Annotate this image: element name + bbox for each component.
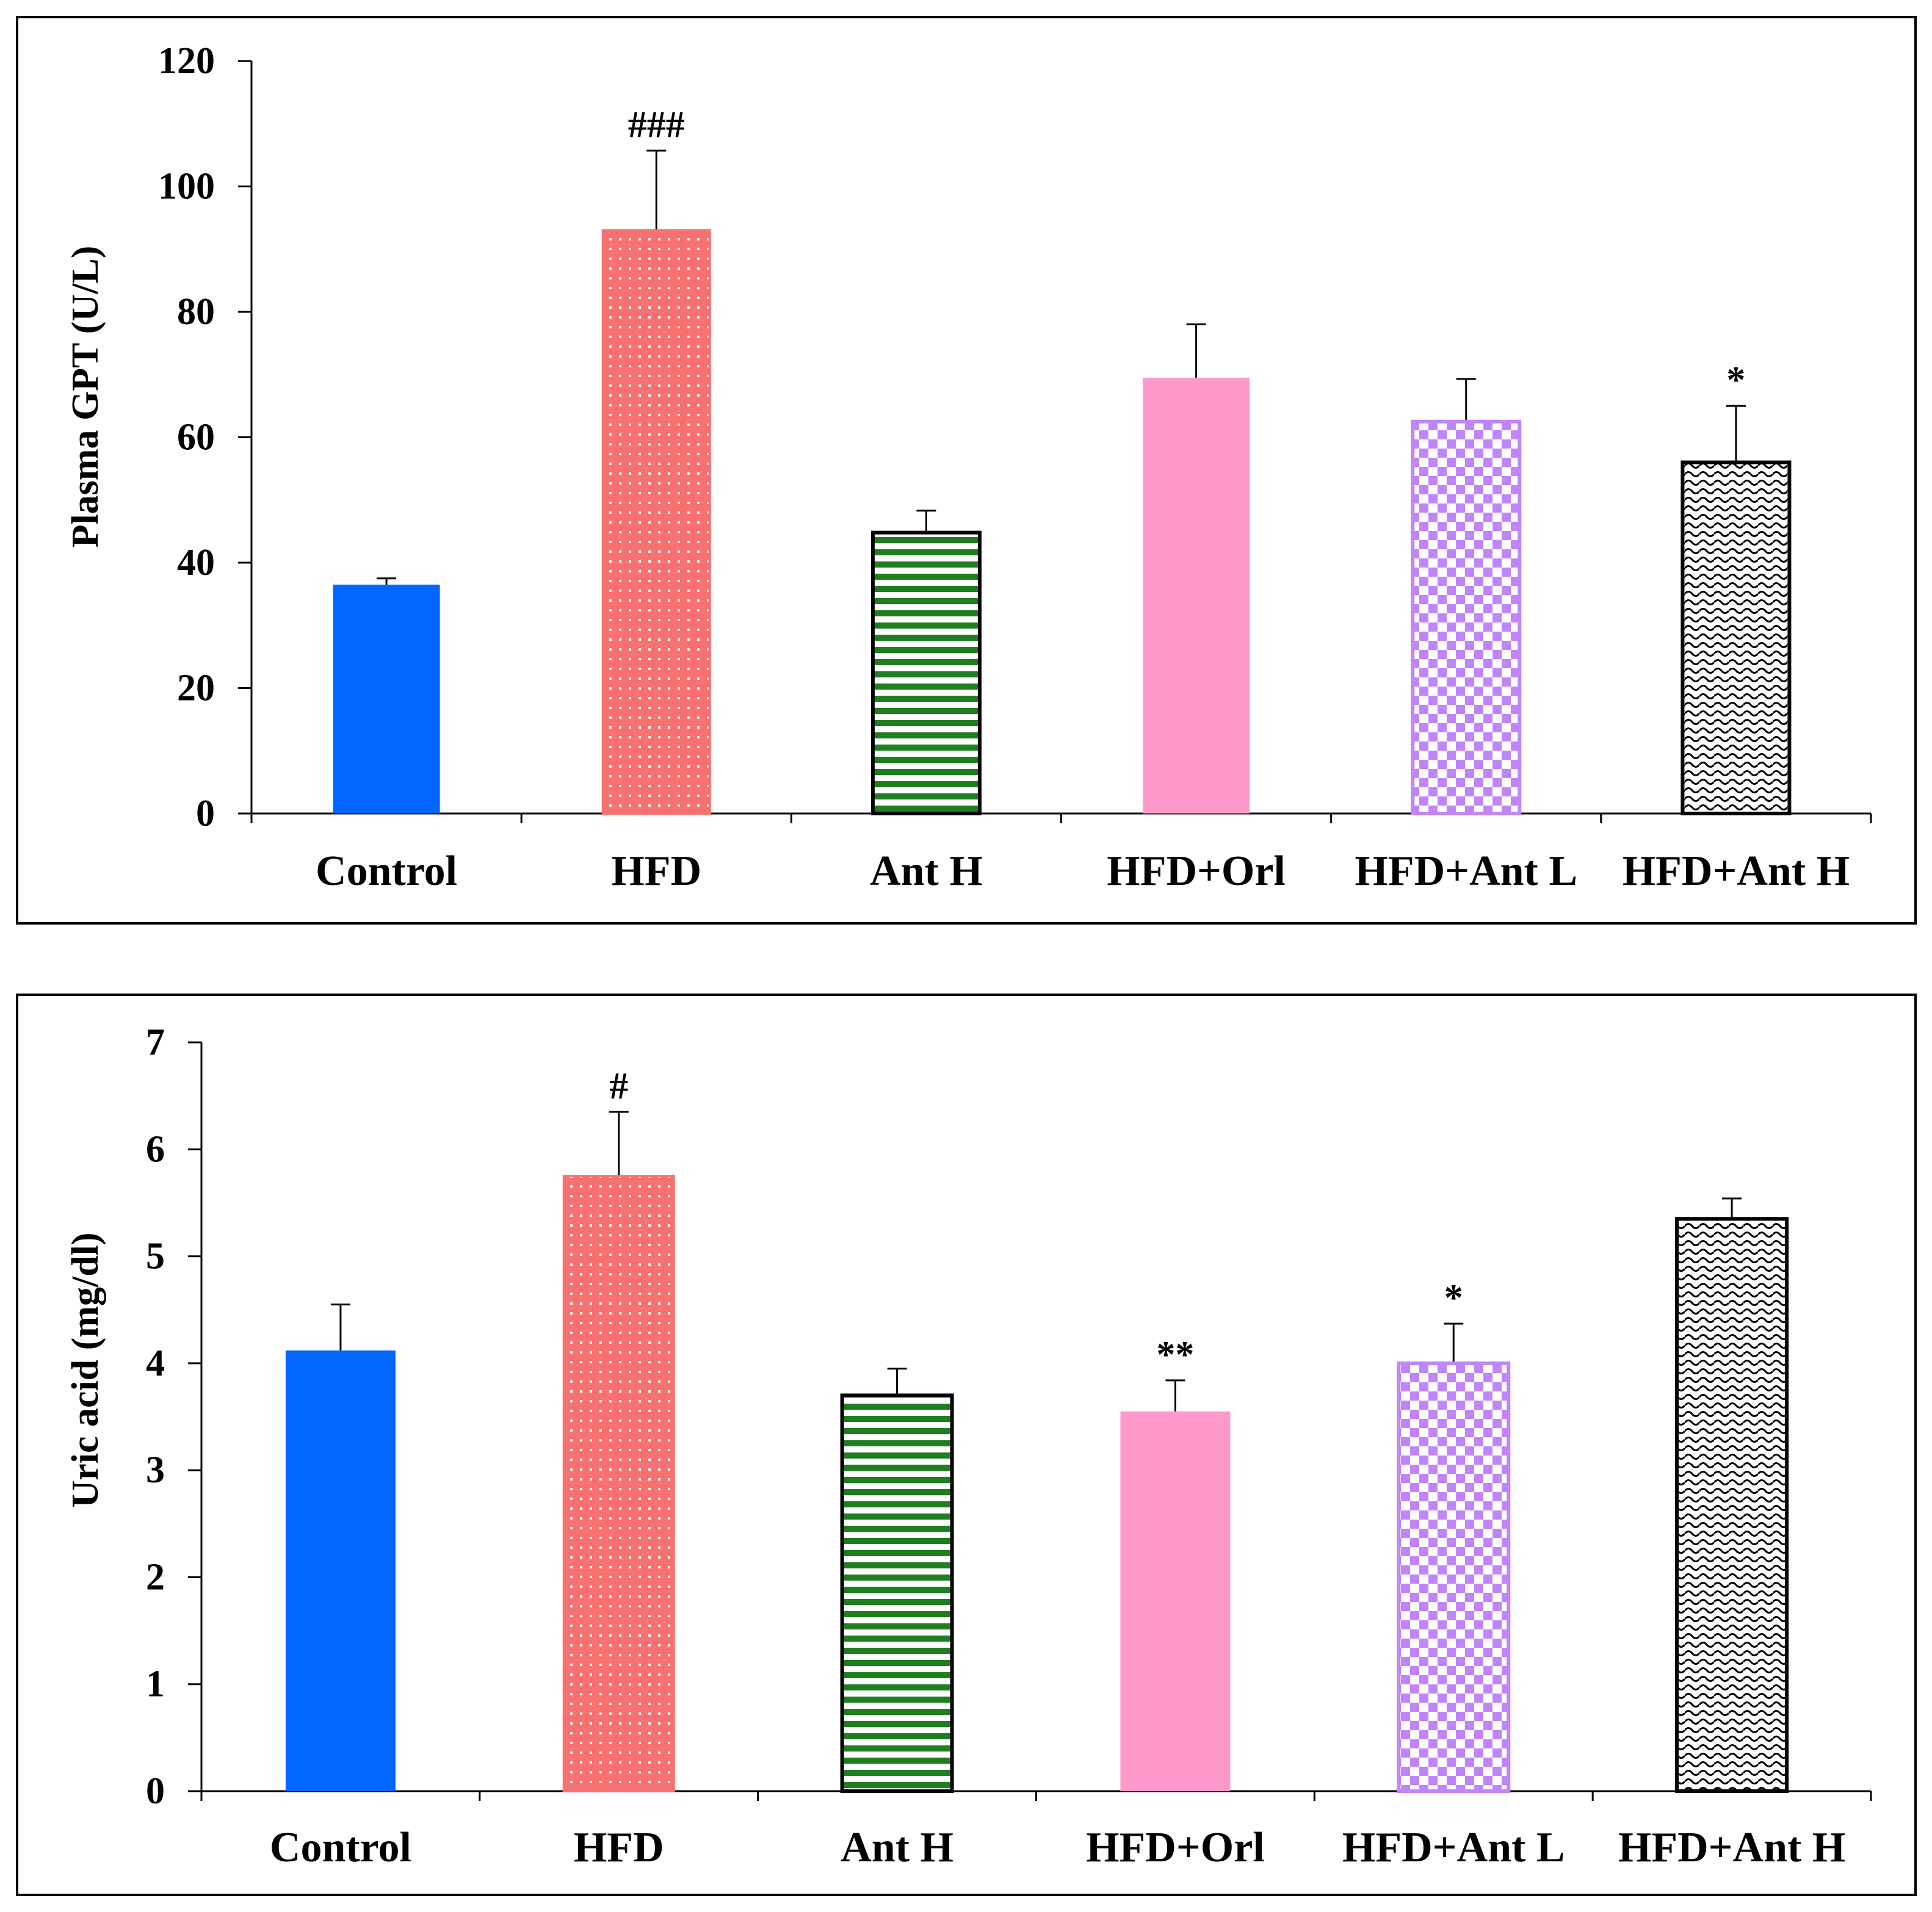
y-tick-label: 7 <box>146 1022 165 1063</box>
y-tick-label: 5 <box>146 1236 165 1277</box>
category-label: HFD+Ant H <box>1623 848 1850 895</box>
bar <box>601 229 711 815</box>
y-tick-label: 1 <box>146 1664 165 1705</box>
panel-plasma-gpt: Plasma GPT (U/L) 0 20 40 60 80 100 120 Control #… <box>16 16 1917 925</box>
category-label: HFD+Ant H <box>1618 1824 1845 1871</box>
bar <box>870 530 982 815</box>
category-label: Ant H <box>870 848 983 895</box>
y-tick-label: 2 <box>146 1556 165 1598</box>
y-tick-label: 40 <box>177 542 215 583</box>
bar <box>1411 419 1522 815</box>
bar <box>1120 1411 1231 1791</box>
y-tick-label: 120 <box>158 40 215 82</box>
bar <box>840 1393 954 1793</box>
category-label: HFD <box>611 848 701 895</box>
y-tick-label: 80 <box>177 291 215 333</box>
category-label: HFD+Ant L <box>1355 848 1577 895</box>
category-label: HFD+Orl <box>1086 1824 1265 1871</box>
panel-frame <box>16 994 1917 1896</box>
bar <box>562 1175 675 1793</box>
panel-frame <box>16 16 1917 925</box>
significance-label: # <box>609 1066 628 1107</box>
category-label: Control <box>316 848 457 895</box>
bar <box>1397 1361 1511 1794</box>
y-axis-title: Uric acid (mg/dl) <box>65 1232 106 1507</box>
y-tick-label: 0 <box>196 793 215 834</box>
bar <box>1681 460 1792 815</box>
category-label: HFD+Orl <box>1107 848 1286 895</box>
bar <box>1675 1217 1789 1793</box>
y-tick-label: 0 <box>146 1770 165 1812</box>
bar <box>333 584 440 814</box>
bar <box>285 1350 396 1791</box>
y-tick-label: 4 <box>146 1343 165 1384</box>
y-tick-label: 3 <box>146 1449 165 1491</box>
bar <box>1143 377 1250 814</box>
category-label: Control <box>270 1824 411 1871</box>
category-label: HFD+Ant L <box>1342 1824 1565 1871</box>
category-label: HFD <box>574 1824 664 1871</box>
y-axis-title: Plasma GPT (U/L) <box>65 246 106 548</box>
significance-label: ### <box>628 104 685 146</box>
y-tick-label: 100 <box>158 166 215 207</box>
significance-label: ** <box>1156 1334 1194 1376</box>
panel-uric-acid: Uric acid (mg/dl) 0 1 2 3 4 5 6 7 Control # HFD Ant… <box>16 994 1917 1896</box>
y-tick-label: 6 <box>146 1128 165 1170</box>
significance-label: * <box>1726 359 1745 401</box>
significance-label: * <box>1444 1277 1463 1319</box>
y-tick-label: 20 <box>177 668 215 709</box>
category-label: Ant H <box>841 1824 953 1871</box>
y-tick-label: 60 <box>177 417 215 458</box>
